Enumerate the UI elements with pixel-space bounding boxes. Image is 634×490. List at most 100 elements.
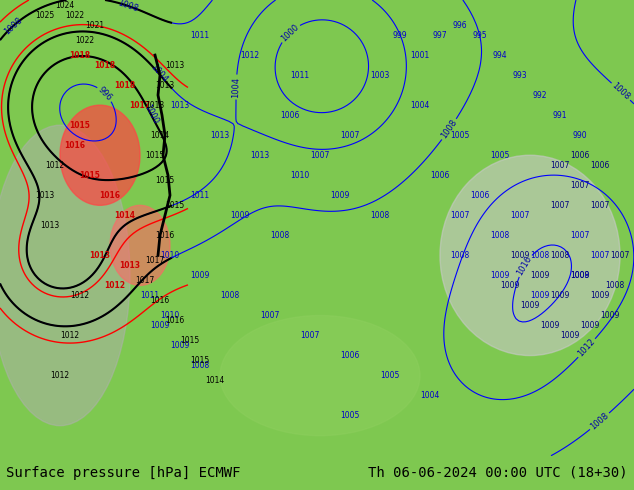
Text: 994: 994 bbox=[493, 50, 507, 60]
Text: 1013: 1013 bbox=[210, 131, 230, 140]
Text: 1009: 1009 bbox=[571, 271, 590, 280]
Text: 1008: 1008 bbox=[190, 361, 210, 370]
Text: 1004: 1004 bbox=[231, 76, 241, 98]
Text: 1009: 1009 bbox=[510, 251, 529, 260]
Text: 1017: 1017 bbox=[145, 256, 165, 265]
Text: 1008: 1008 bbox=[2, 16, 23, 37]
Text: 1018: 1018 bbox=[115, 81, 136, 90]
Text: 1004: 1004 bbox=[410, 100, 430, 110]
Text: 1015: 1015 bbox=[190, 356, 210, 365]
Text: 1005: 1005 bbox=[340, 411, 359, 420]
Text: 996: 996 bbox=[96, 85, 114, 102]
Text: 1012: 1012 bbox=[105, 281, 126, 290]
Text: 1014: 1014 bbox=[115, 211, 136, 220]
Text: 1007: 1007 bbox=[571, 231, 590, 240]
Text: 1009: 1009 bbox=[550, 291, 570, 300]
Text: 1016: 1016 bbox=[100, 191, 120, 200]
Text: 1008: 1008 bbox=[270, 231, 290, 240]
Text: 1009: 1009 bbox=[500, 281, 520, 290]
Text: 1007: 1007 bbox=[550, 201, 570, 210]
Text: 1009: 1009 bbox=[490, 271, 510, 280]
Text: 1010: 1010 bbox=[160, 251, 179, 260]
Text: 1014: 1014 bbox=[205, 376, 224, 385]
Text: 1006: 1006 bbox=[571, 151, 590, 160]
Text: 1013: 1013 bbox=[36, 191, 55, 200]
Text: 999: 999 bbox=[392, 30, 407, 40]
Text: 1016: 1016 bbox=[515, 254, 534, 277]
Text: 1007: 1007 bbox=[261, 311, 280, 320]
Text: 1007: 1007 bbox=[340, 131, 359, 140]
Text: 1008: 1008 bbox=[221, 291, 240, 300]
Text: 1014: 1014 bbox=[150, 131, 170, 140]
Text: 1024: 1024 bbox=[55, 0, 75, 9]
Text: 1007: 1007 bbox=[550, 161, 570, 170]
Text: 1008: 1008 bbox=[370, 211, 390, 220]
Text: 1008: 1008 bbox=[610, 81, 631, 102]
Text: 1006: 1006 bbox=[590, 161, 610, 170]
Text: 1011: 1011 bbox=[141, 291, 160, 300]
Text: 1009: 1009 bbox=[590, 291, 610, 300]
Text: 1012: 1012 bbox=[70, 291, 89, 300]
Text: 1006: 1006 bbox=[470, 191, 489, 200]
Text: 1015: 1015 bbox=[165, 201, 184, 210]
Text: 1008: 1008 bbox=[450, 251, 470, 260]
Text: 1008: 1008 bbox=[550, 251, 569, 260]
Text: 1004: 1004 bbox=[420, 391, 440, 400]
Text: 997: 997 bbox=[432, 30, 448, 40]
Text: 1010: 1010 bbox=[290, 171, 309, 180]
Text: 1013: 1013 bbox=[119, 261, 141, 270]
Text: 1015: 1015 bbox=[70, 121, 91, 130]
Text: 991: 991 bbox=[553, 111, 567, 120]
Text: 1012: 1012 bbox=[240, 50, 259, 60]
Text: 992: 992 bbox=[533, 91, 547, 99]
Text: 1022: 1022 bbox=[75, 36, 94, 45]
Text: 1006: 1006 bbox=[430, 171, 450, 180]
Text: 1007: 1007 bbox=[450, 211, 470, 220]
Text: 1011: 1011 bbox=[190, 191, 210, 200]
Text: 1007: 1007 bbox=[590, 201, 610, 210]
Text: 1008: 1008 bbox=[490, 231, 510, 240]
Text: 1012: 1012 bbox=[46, 161, 65, 170]
Text: 1009: 1009 bbox=[530, 271, 550, 280]
Text: 1006: 1006 bbox=[340, 351, 359, 360]
Text: 1001: 1001 bbox=[410, 50, 430, 60]
Text: 1007: 1007 bbox=[310, 151, 330, 160]
Text: 1007: 1007 bbox=[590, 251, 610, 260]
Text: 1022: 1022 bbox=[65, 10, 84, 20]
Text: 1006: 1006 bbox=[280, 111, 300, 120]
Text: 1015: 1015 bbox=[155, 176, 174, 185]
Text: 1012: 1012 bbox=[60, 331, 79, 340]
Text: 1018: 1018 bbox=[94, 61, 115, 70]
Text: 1008: 1008 bbox=[571, 271, 590, 280]
Text: 990: 990 bbox=[573, 131, 587, 140]
Text: 1007: 1007 bbox=[611, 251, 630, 260]
Text: Th 06-06-2024 00:00 UTC (18+30): Th 06-06-2024 00:00 UTC (18+30) bbox=[368, 466, 628, 480]
Ellipse shape bbox=[0, 125, 130, 426]
Text: Surface pressure [hPa] ECMWF: Surface pressure [hPa] ECMWF bbox=[6, 466, 241, 480]
Text: 1013: 1013 bbox=[145, 100, 165, 110]
Text: 1013: 1013 bbox=[41, 221, 60, 230]
Text: 1010: 1010 bbox=[160, 311, 179, 320]
Text: 1012: 1012 bbox=[576, 337, 597, 359]
Text: 1017: 1017 bbox=[129, 100, 150, 110]
Text: 1008: 1008 bbox=[589, 411, 611, 432]
Ellipse shape bbox=[110, 205, 170, 286]
Text: 1015: 1015 bbox=[181, 336, 200, 345]
Text: 1009: 1009 bbox=[190, 271, 210, 280]
Text: 1017: 1017 bbox=[136, 276, 155, 285]
Text: 1016: 1016 bbox=[150, 296, 170, 305]
Text: 1021: 1021 bbox=[86, 21, 105, 29]
Text: 1009: 1009 bbox=[560, 331, 579, 340]
Text: 1000: 1000 bbox=[279, 22, 301, 43]
Text: 1009: 1009 bbox=[530, 291, 550, 300]
Text: 1013: 1013 bbox=[250, 151, 269, 160]
Text: 1011: 1011 bbox=[190, 30, 210, 40]
Text: 1005: 1005 bbox=[450, 131, 470, 140]
Text: 1011: 1011 bbox=[290, 71, 309, 79]
Ellipse shape bbox=[440, 155, 620, 356]
Text: 1013: 1013 bbox=[155, 81, 174, 90]
Text: 1016: 1016 bbox=[165, 316, 184, 325]
Text: 1009: 1009 bbox=[600, 311, 619, 320]
Text: 1012: 1012 bbox=[51, 371, 70, 380]
Text: 993: 993 bbox=[513, 71, 527, 79]
